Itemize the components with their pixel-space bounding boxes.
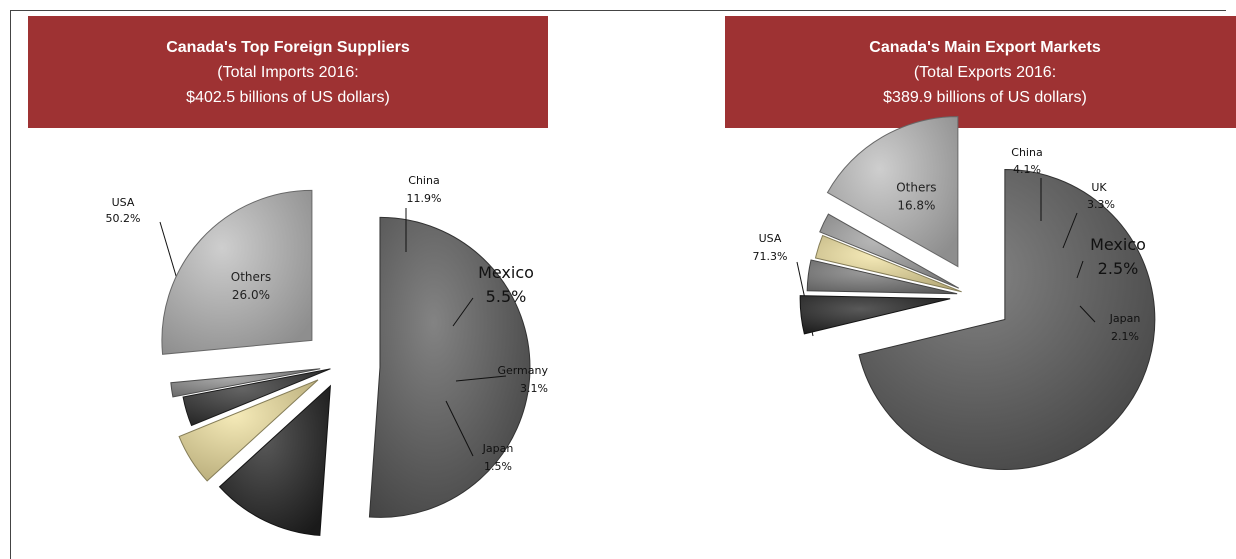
imports-title-banner: Canada's Top Foreign Suppliers (Total Im… xyxy=(28,16,548,128)
leader-line-mexico xyxy=(452,297,474,327)
pie-slice-japan xyxy=(170,368,321,398)
slice-value-usa: 50.2% xyxy=(106,212,141,225)
slice-value-others: 16.8% xyxy=(897,198,935,212)
pie-slice-china xyxy=(799,295,951,335)
figure-frame xyxy=(10,10,1226,559)
slice-name-mexico: Mexico xyxy=(478,263,534,282)
slice-value-mexico: 5.5% xyxy=(486,287,527,306)
slice-name-usa: USA xyxy=(759,232,782,245)
slice-value-mexico: 2.5% xyxy=(1098,259,1139,278)
leader-line-uk xyxy=(1062,212,1078,249)
pie-slice-china xyxy=(218,384,331,536)
leader-line-mexico xyxy=(1076,260,1084,279)
exports-panel: Canada's Main Export Markets (Total Expo… xyxy=(725,16,1236,546)
exports-subtitle-1: (Total Exports 2016: xyxy=(913,63,1057,81)
leader-line-japan xyxy=(445,400,474,457)
leader-line-germany xyxy=(455,375,507,382)
slice-name-usa: USA xyxy=(112,196,135,209)
pie-slice-others xyxy=(161,189,313,355)
pie-slice-usa xyxy=(858,169,1156,470)
slice-name-japan: Japan xyxy=(482,442,514,455)
pie-slice-mexico xyxy=(178,379,319,482)
slice-value-japan: 2.1% xyxy=(1111,330,1139,343)
pie-slice-germany xyxy=(182,368,331,427)
slice-name-china: China xyxy=(408,174,439,187)
slice-name-others: Others xyxy=(231,270,271,284)
pie-slice-mexico xyxy=(814,234,962,293)
slice-value-usa: 71.3% xyxy=(753,250,788,263)
slice-value-china: 11.9% xyxy=(407,192,442,205)
exports-title: Canada's Main Export Markets xyxy=(869,38,1101,56)
imports-panel: Canada's Top Foreign Suppliers (Total Im… xyxy=(28,16,548,546)
exports-pie-chart: USA 71.3% China 4.1% UK 3.3% Mexico 2.5% Japan 2.… xyxy=(753,116,1156,470)
slice-name-mexico: Mexico xyxy=(1090,235,1146,254)
pie-slice-uk xyxy=(806,259,958,295)
pie-slice-japan xyxy=(819,213,960,289)
slice-name-uk: UK xyxy=(1091,181,1107,194)
imports-pie-chart: USA 50.2% China 11.9% Mexico 5.5% Germany 3.1% J… xyxy=(106,174,548,536)
pie-slice-others xyxy=(826,116,959,268)
slice-name-china: China xyxy=(1011,146,1042,159)
leader-line-japan xyxy=(1079,305,1096,323)
slice-name-japan: Japan xyxy=(1109,312,1141,325)
slice-name-others: Others xyxy=(896,180,936,194)
slice-value-uk: 3.3% xyxy=(1087,198,1115,211)
imports-subtitle-2: $402.5 billions of US dollars) xyxy=(186,88,390,106)
slice-value-china: 4.1% xyxy=(1013,163,1041,176)
exports-subtitle-2: $389.9 billions of US dollars) xyxy=(883,88,1087,106)
exports-title-banner: Canada's Main Export Markets (Total Expo… xyxy=(725,16,1236,128)
slice-value-others: 26.0% xyxy=(232,288,270,302)
imports-title: Canada's Top Foreign Suppliers xyxy=(166,38,410,56)
slice-value-germany: 3.1% xyxy=(520,382,548,395)
slice-name-germany: Germany xyxy=(497,364,548,377)
slice-value-japan: 1.5% xyxy=(484,460,512,473)
imports-subtitle-1: (Total Imports 2016: xyxy=(217,63,359,81)
pie-slice-usa xyxy=(368,216,531,518)
